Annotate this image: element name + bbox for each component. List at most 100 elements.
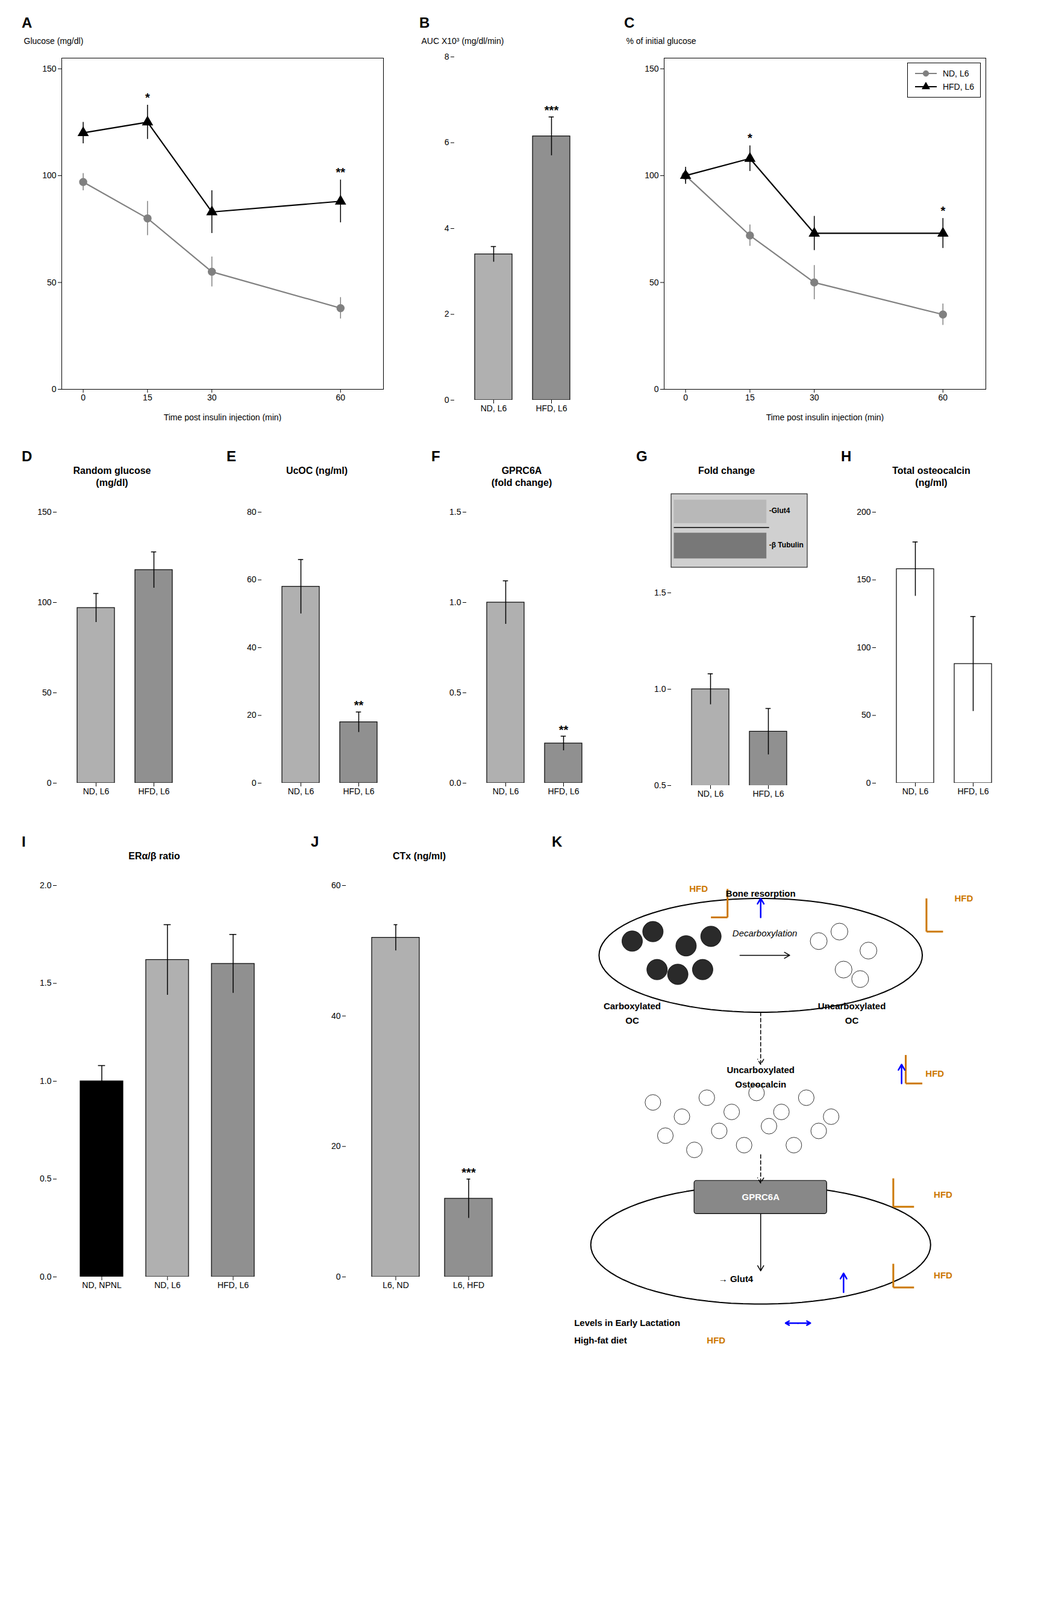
svg-text:Glucose (mg/dl): Glucose (mg/dl) [24,36,84,46]
svg-text:Uncarboxylated: Uncarboxylated [818,1001,887,1012]
svg-text:Decarboxylation: Decarboxylation [732,928,798,939]
svg-text:→ Glut4: → Glut4 [718,1274,754,1285]
svg-text:60: 60 [336,392,346,403]
svg-text:HFD: HFD [706,1335,726,1346]
svg-text:***: *** [461,1166,476,1180]
svg-text:150: 150 [42,63,57,74]
svg-text:0: 0 [683,392,688,403]
svg-text:Time post insulin injection (m: Time post insulin injection (min) [163,412,282,423]
svg-text:0.0: 0.0 [449,778,462,788]
svg-text:*: * [145,90,150,105]
svg-text:High-fat diet: High-fat diet [574,1335,628,1346]
svg-text:OC: OC [845,1015,860,1026]
svg-text:ND, L6: ND, L6 [902,786,929,797]
svg-text:0.5: 0.5 [449,687,462,698]
svg-text:30: 30 [207,392,217,403]
svg-text:HFD, L6: HFD, L6 [547,786,579,797]
svg-text:150: 150 [856,574,872,585]
svg-text:0: 0 [654,384,660,394]
svg-text:150: 150 [37,507,52,517]
svg-text:Bone resorption: Bone resorption [725,888,796,899]
svg-text:1.5: 1.5 [449,507,462,517]
svg-text:Time post insulin injection (m: Time post insulin injection (min) [766,412,885,423]
svg-text:ND, L6: ND, L6 [83,786,110,797]
svg-text:1.0: 1.0 [39,1076,52,1087]
svg-text:50: 50 [649,277,660,288]
svg-text:AUC X10³ (mg/dl/min): AUC X10³ (mg/dl/min) [421,36,505,46]
svg-text:150: 150 [644,63,660,74]
svg-text:Uncarboxylated: Uncarboxylated [726,1065,795,1076]
svg-text:1.5: 1.5 [39,978,52,988]
svg-text:0: 0 [336,1272,341,1282]
svg-text:**: ** [559,723,569,737]
svg-text:100: 100 [37,597,52,608]
svg-text:100: 100 [856,642,872,653]
svg-text:HFD, L6: HFD, L6 [217,1280,249,1291]
svg-text:0: 0 [51,384,57,394]
svg-text:Osteocalcin: Osteocalcin [734,1079,787,1090]
svg-text:50: 50 [42,687,52,698]
svg-text:0: 0 [866,778,872,788]
svg-text:HFD, L6: HFD, L6 [535,403,567,414]
svg-text:ND, L6: ND, L6 [492,786,520,797]
svg-text:1.0: 1.0 [449,597,462,608]
svg-text:0: 0 [251,778,257,788]
svg-text:HFD: HFD [954,893,973,904]
svg-text:GPRC6A: GPRC6A [741,1192,780,1203]
svg-text:0: 0 [444,395,450,405]
svg-text:HFD, L6: HFD, L6 [752,789,784,799]
svg-text:30: 30 [809,392,820,403]
svg-text:0: 0 [80,392,86,403]
svg-text:HFD, L6: HFD, L6 [342,786,375,797]
svg-text:*: * [940,204,946,218]
svg-text:-Glut4: -Glut4 [769,506,791,516]
svg-text:2: 2 [444,309,450,319]
svg-text:50: 50 [861,710,872,720]
svg-text:1.0: 1.0 [654,684,667,694]
svg-text:L6, ND: L6, ND [382,1280,410,1291]
svg-text:HFD, L6: HFD, L6 [957,786,989,797]
svg-text:ND, L6: ND, L6 [154,1280,181,1291]
svg-text:60: 60 [938,392,949,403]
svg-text:-β Tubulin: -β Tubulin [769,540,804,550]
svg-text:0.0: 0.0 [39,1272,52,1282]
svg-text:80: 80 [246,507,257,517]
svg-text:50: 50 [46,277,57,288]
svg-text:200: 200 [856,507,872,517]
svg-text:HFD: HFD [689,883,708,894]
svg-text:60: 60 [246,574,257,585]
svg-text:HFD: HFD [933,1189,953,1200]
svg-text:*: * [747,131,753,145]
svg-text:2.0: 2.0 [39,880,52,891]
svg-text:Levels in Early Lactation: Levels in Early Lactation [574,1318,681,1329]
svg-text:% of initial glucose: % of initial glucose [626,36,697,46]
svg-text:ND, L6: ND, L6 [697,789,725,799]
svg-text:ND, L6: ND, L6 [480,403,508,414]
svg-text:OC: OC [625,1015,640,1026]
svg-text:0.5: 0.5 [654,780,667,791]
svg-text:100: 100 [644,170,660,181]
svg-text:ND, NPNL: ND, NPNL [81,1280,122,1291]
svg-text:8: 8 [444,51,450,62]
svg-text:HFD: HFD [925,1068,944,1079]
svg-text:40: 40 [331,1011,341,1022]
svg-text:1.5: 1.5 [654,587,667,598]
svg-text:100: 100 [42,170,57,181]
svg-text:ND, L6: ND, L6 [287,786,315,797]
svg-text:6: 6 [444,137,450,147]
svg-text:40: 40 [246,642,257,653]
svg-text:HFD: HFD [933,1270,953,1281]
svg-text:**: ** [354,698,364,713]
svg-text:20: 20 [331,1141,341,1152]
svg-text:60: 60 [331,880,341,891]
svg-text:0: 0 [46,778,52,788]
svg-text:***: *** [544,103,560,117]
svg-text:**: ** [336,165,346,179]
svg-text:4: 4 [444,223,450,234]
svg-text:0.5: 0.5 [39,1174,52,1184]
svg-text:Carboxylated: Carboxylated [603,1001,661,1012]
svg-text:15: 15 [142,392,153,403]
svg-text:20: 20 [246,710,257,720]
svg-text:15: 15 [745,392,755,403]
svg-text:L6, HFD: L6, HFD [453,1280,485,1291]
